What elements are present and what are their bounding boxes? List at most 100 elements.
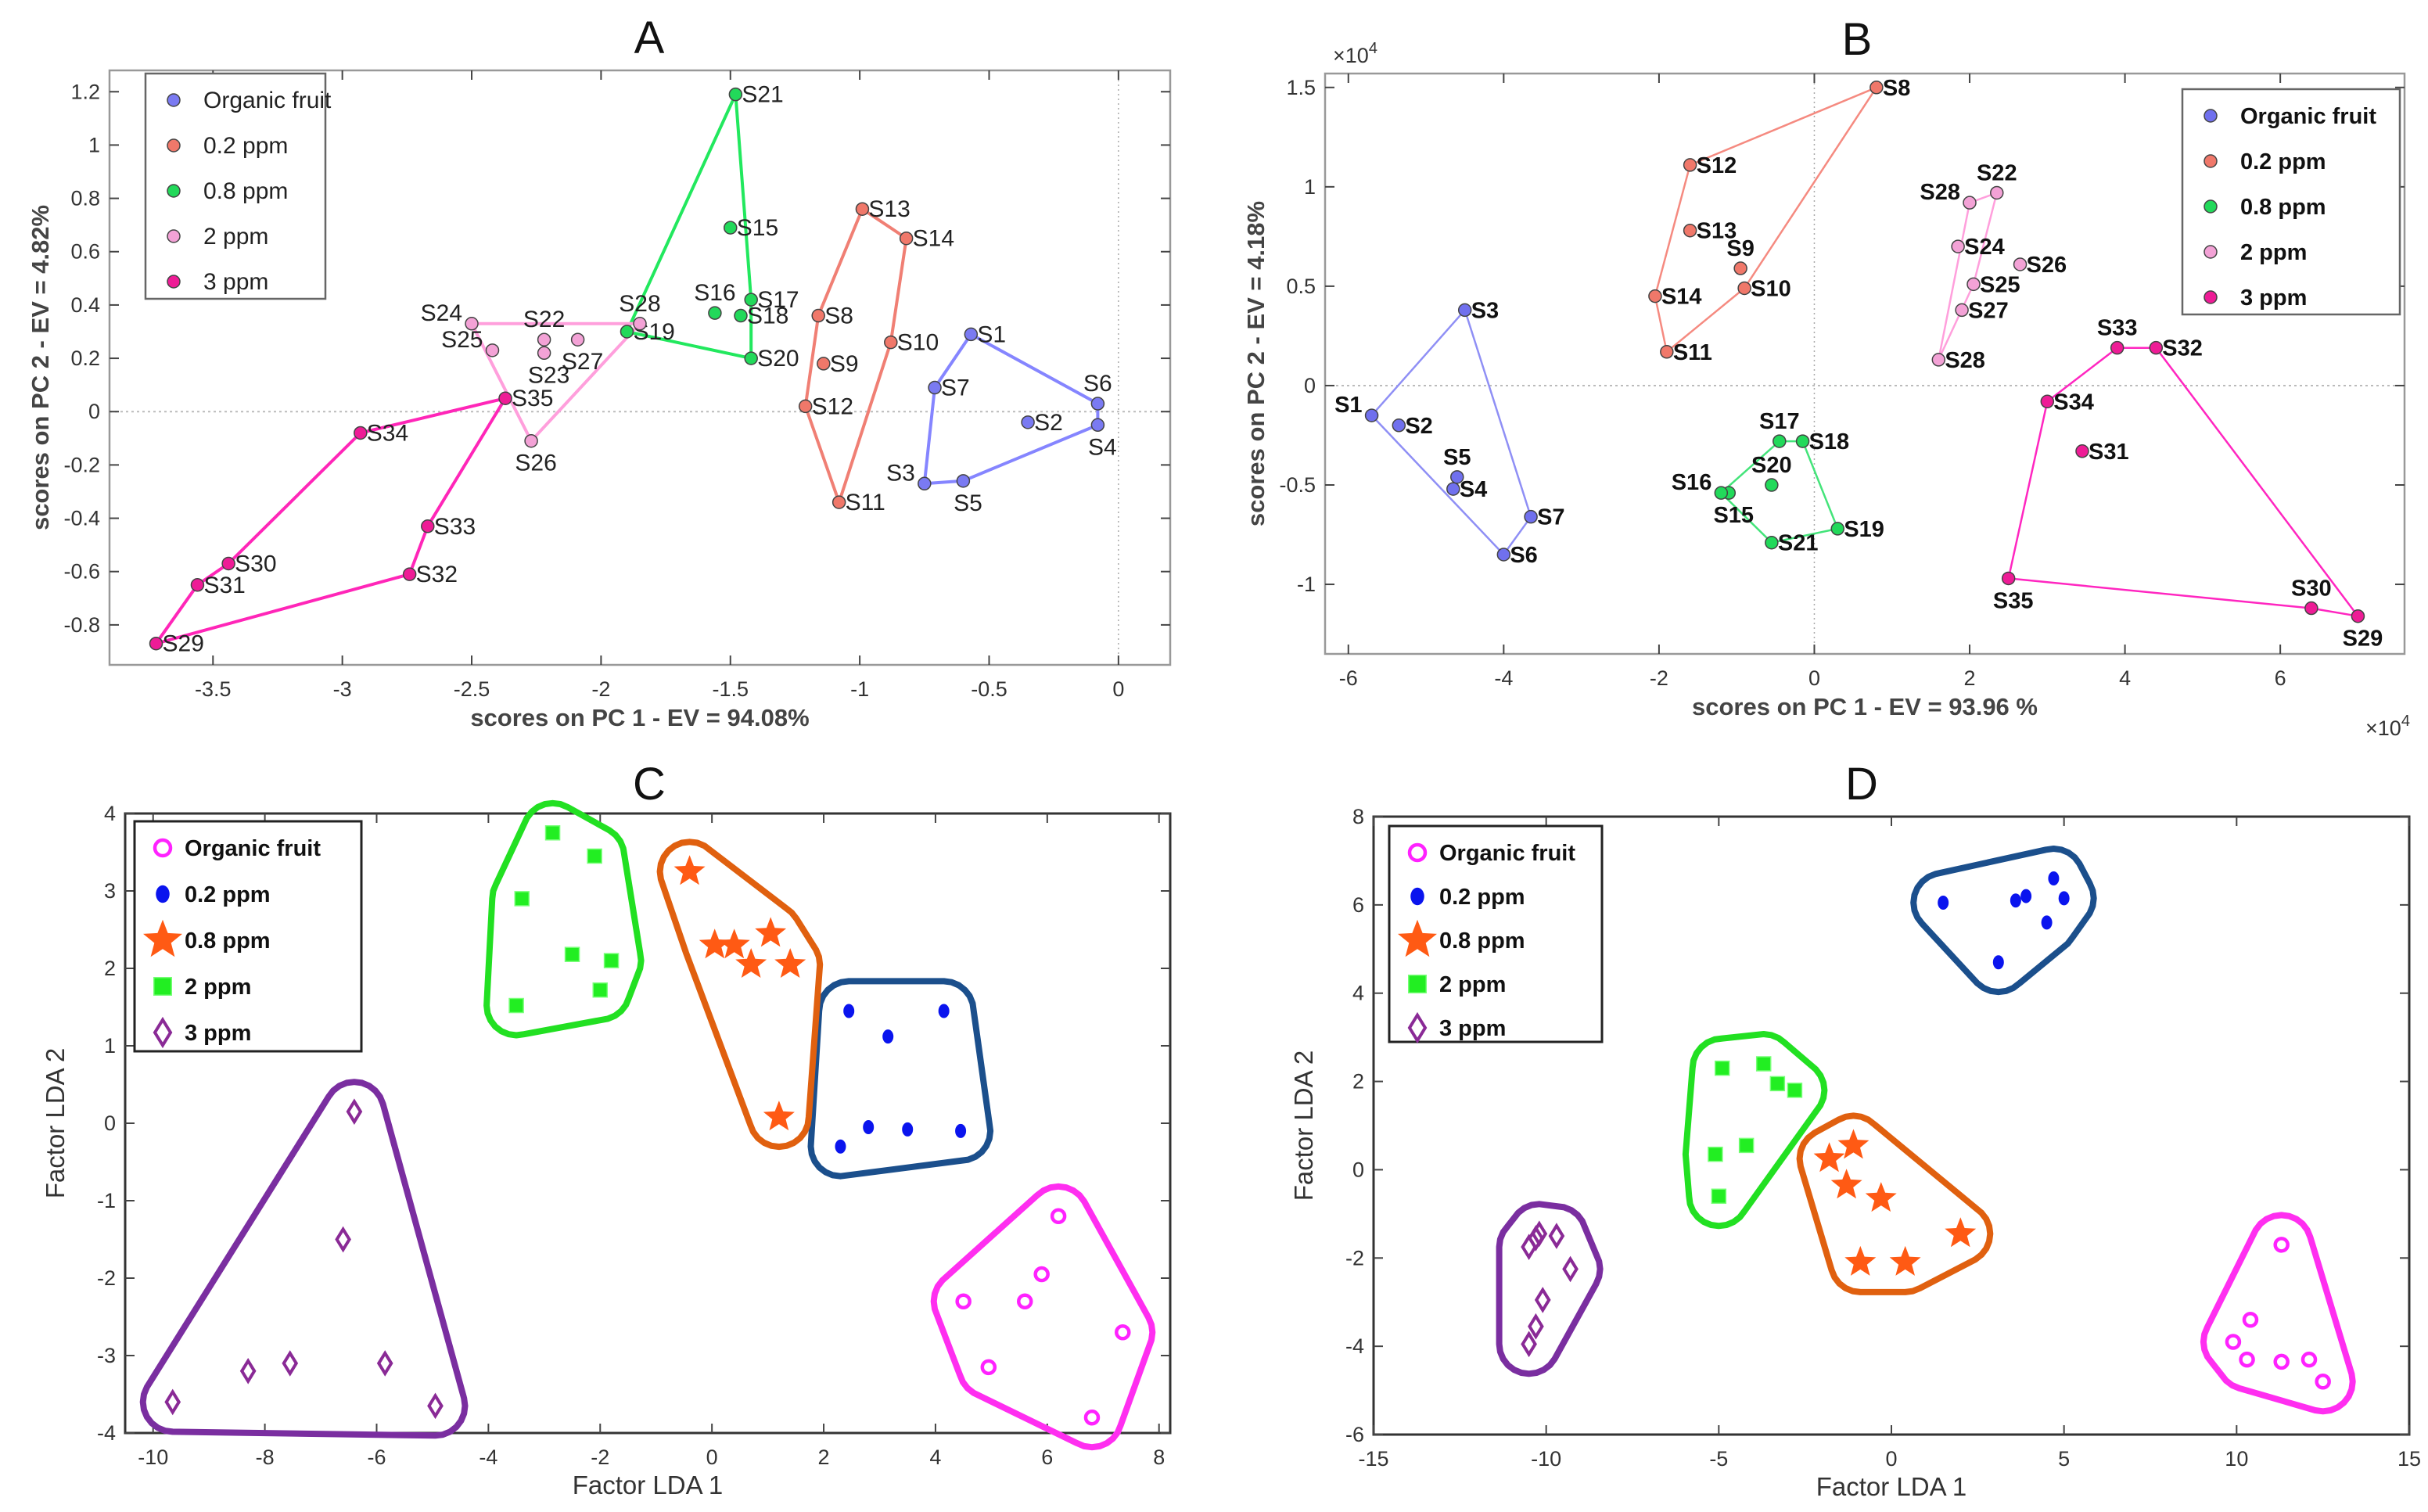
x-tick-label: -10 — [138, 1446, 168, 1469]
point-label: S26 — [2027, 253, 2067, 278]
y-multiplier-label: ×104 — [1333, 40, 1377, 67]
point-label: S24 — [1964, 235, 2005, 260]
legend-label: Organic fruit — [2240, 104, 2376, 129]
x-tick-label: 2 — [1964, 666, 1976, 690]
point-label: S22 — [523, 307, 565, 332]
x-tick-label: -5 — [1709, 1447, 1728, 1471]
data-point — [1738, 1137, 1755, 1154]
legend-marker — [143, 919, 182, 957]
y-tick-label: -3 — [97, 1344, 116, 1367]
point-label: S1 — [1334, 393, 1362, 418]
data-point — [354, 426, 368, 440]
y-axis-label: Factor LDA 2 — [41, 1048, 70, 1199]
y-tick-label: 0 — [104, 1112, 116, 1135]
data-point — [2075, 444, 2089, 458]
y-tick-label: -2 — [1345, 1246, 1364, 1270]
data-point — [843, 1004, 855, 1018]
legend-label: Organic fruit — [203, 88, 332, 113]
data-point — [1773, 434, 1787, 448]
data-point — [427, 1392, 444, 1420]
point-label: S6 — [1510, 543, 1537, 568]
group-hull — [139, 1079, 469, 1439]
point-label: S15 — [737, 215, 778, 241]
y-tick-label: 0.6 — [70, 240, 100, 264]
point-label: S7 — [941, 375, 970, 401]
data-point — [1083, 1409, 1101, 1426]
legend-label: 3 ppm — [185, 1021, 251, 1046]
legend-marker — [1407, 842, 1428, 863]
data-point — [2300, 1351, 2318, 1368]
point-label: S28 — [1945, 348, 1985, 373]
point-label: S31 — [2089, 440, 2129, 465]
point-label: S11 — [1673, 340, 1712, 365]
x-tick-label: -4 — [479, 1446, 497, 1469]
point-label: S9 — [1726, 236, 1754, 261]
data-point — [1562, 1255, 1579, 1283]
panel-title: A — [634, 13, 665, 63]
data-point — [2315, 1374, 2331, 1390]
legend-marker — [2204, 199, 2218, 214]
point-label: S23 — [528, 362, 569, 388]
group-hull — [1796, 1112, 1994, 1295]
data-point — [190, 578, 205, 592]
point-label: S27 — [1968, 298, 2009, 323]
point-label: S2 — [1034, 410, 1063, 436]
data-point — [537, 346, 551, 361]
data-point — [2242, 1312, 2259, 1328]
point-label: S16 — [1672, 470, 1712, 495]
point-label: S3 — [1471, 298, 1499, 323]
legend-label: 0.8 ppm — [1439, 928, 1525, 954]
data-point — [498, 391, 512, 405]
x-tick-label: -4 — [1494, 666, 1513, 690]
legend-marker — [167, 138, 181, 153]
y-tick-label: -0.2 — [63, 453, 100, 476]
legend-marker — [153, 1016, 173, 1049]
data-point — [1016, 1293, 1033, 1309]
data-point — [421, 519, 435, 533]
legend-marker — [2204, 154, 2218, 168]
point-label: S12 — [812, 393, 853, 419]
data-point — [1528, 1313, 1544, 1340]
data-point — [1955, 303, 1969, 318]
x-tick-label: 6 — [1041, 1446, 1053, 1469]
data-point — [1769, 1076, 1786, 1092]
x-tick-label: -2 — [591, 677, 610, 701]
data-point — [1708, 1146, 1723, 1162]
panel-b: B -6 -4 -2 0 2 4 6 -1 -0.5 0 0.5 1 1.5 scores on PC 1 … — [1242, 14, 2410, 740]
x-tick-label: -0.5 — [971, 677, 1007, 701]
data-point — [570, 332, 585, 347]
data-point — [1521, 1331, 1537, 1358]
point-label: S19 — [1844, 517, 1884, 542]
point-label: S14 — [1661, 285, 1702, 310]
x-tick-label: 2 — [818, 1446, 830, 1469]
data-point — [2058, 891, 2070, 906]
data-point — [2304, 601, 2318, 616]
data-point — [811, 308, 825, 323]
y-axis-label: Factor LDA 2 — [1289, 1050, 1318, 1201]
legend: Organic fruit 0.2 ppm 0.8 ppm 2 ppm 3 ppm — [1388, 824, 1604, 1044]
x-tick-label: 0 — [1808, 666, 1820, 690]
y-tick-label: -0.5 — [1279, 473, 1316, 497]
x-axis-label: Factor LDA 1 — [1816, 1472, 1967, 1501]
legend-marker — [2204, 290, 2218, 304]
data-point — [537, 332, 551, 347]
point-label: S21 — [742, 82, 783, 108]
data-point — [149, 636, 163, 651]
data-point — [863, 1119, 875, 1134]
data-point — [884, 335, 898, 350]
data-point — [1021, 415, 1035, 429]
point-label: S30 — [2291, 576, 2332, 602]
legend-label: 0.2 ppm — [1439, 885, 1525, 910]
legend-marker — [1398, 919, 1437, 957]
data-point — [699, 928, 731, 959]
data-point — [1450, 470, 1464, 484]
data-point — [956, 474, 971, 488]
x-tick-label: -8 — [256, 1446, 275, 1469]
point-label: S3 — [886, 460, 915, 486]
y-tick-label: 4 — [1352, 982, 1364, 1005]
data-point — [673, 855, 706, 885]
data-point — [1648, 289, 1662, 303]
y-tick-label: 2 — [1352, 1070, 1364, 1094]
point-label: S8 — [824, 303, 853, 329]
point-label: S12 — [1697, 153, 1737, 178]
